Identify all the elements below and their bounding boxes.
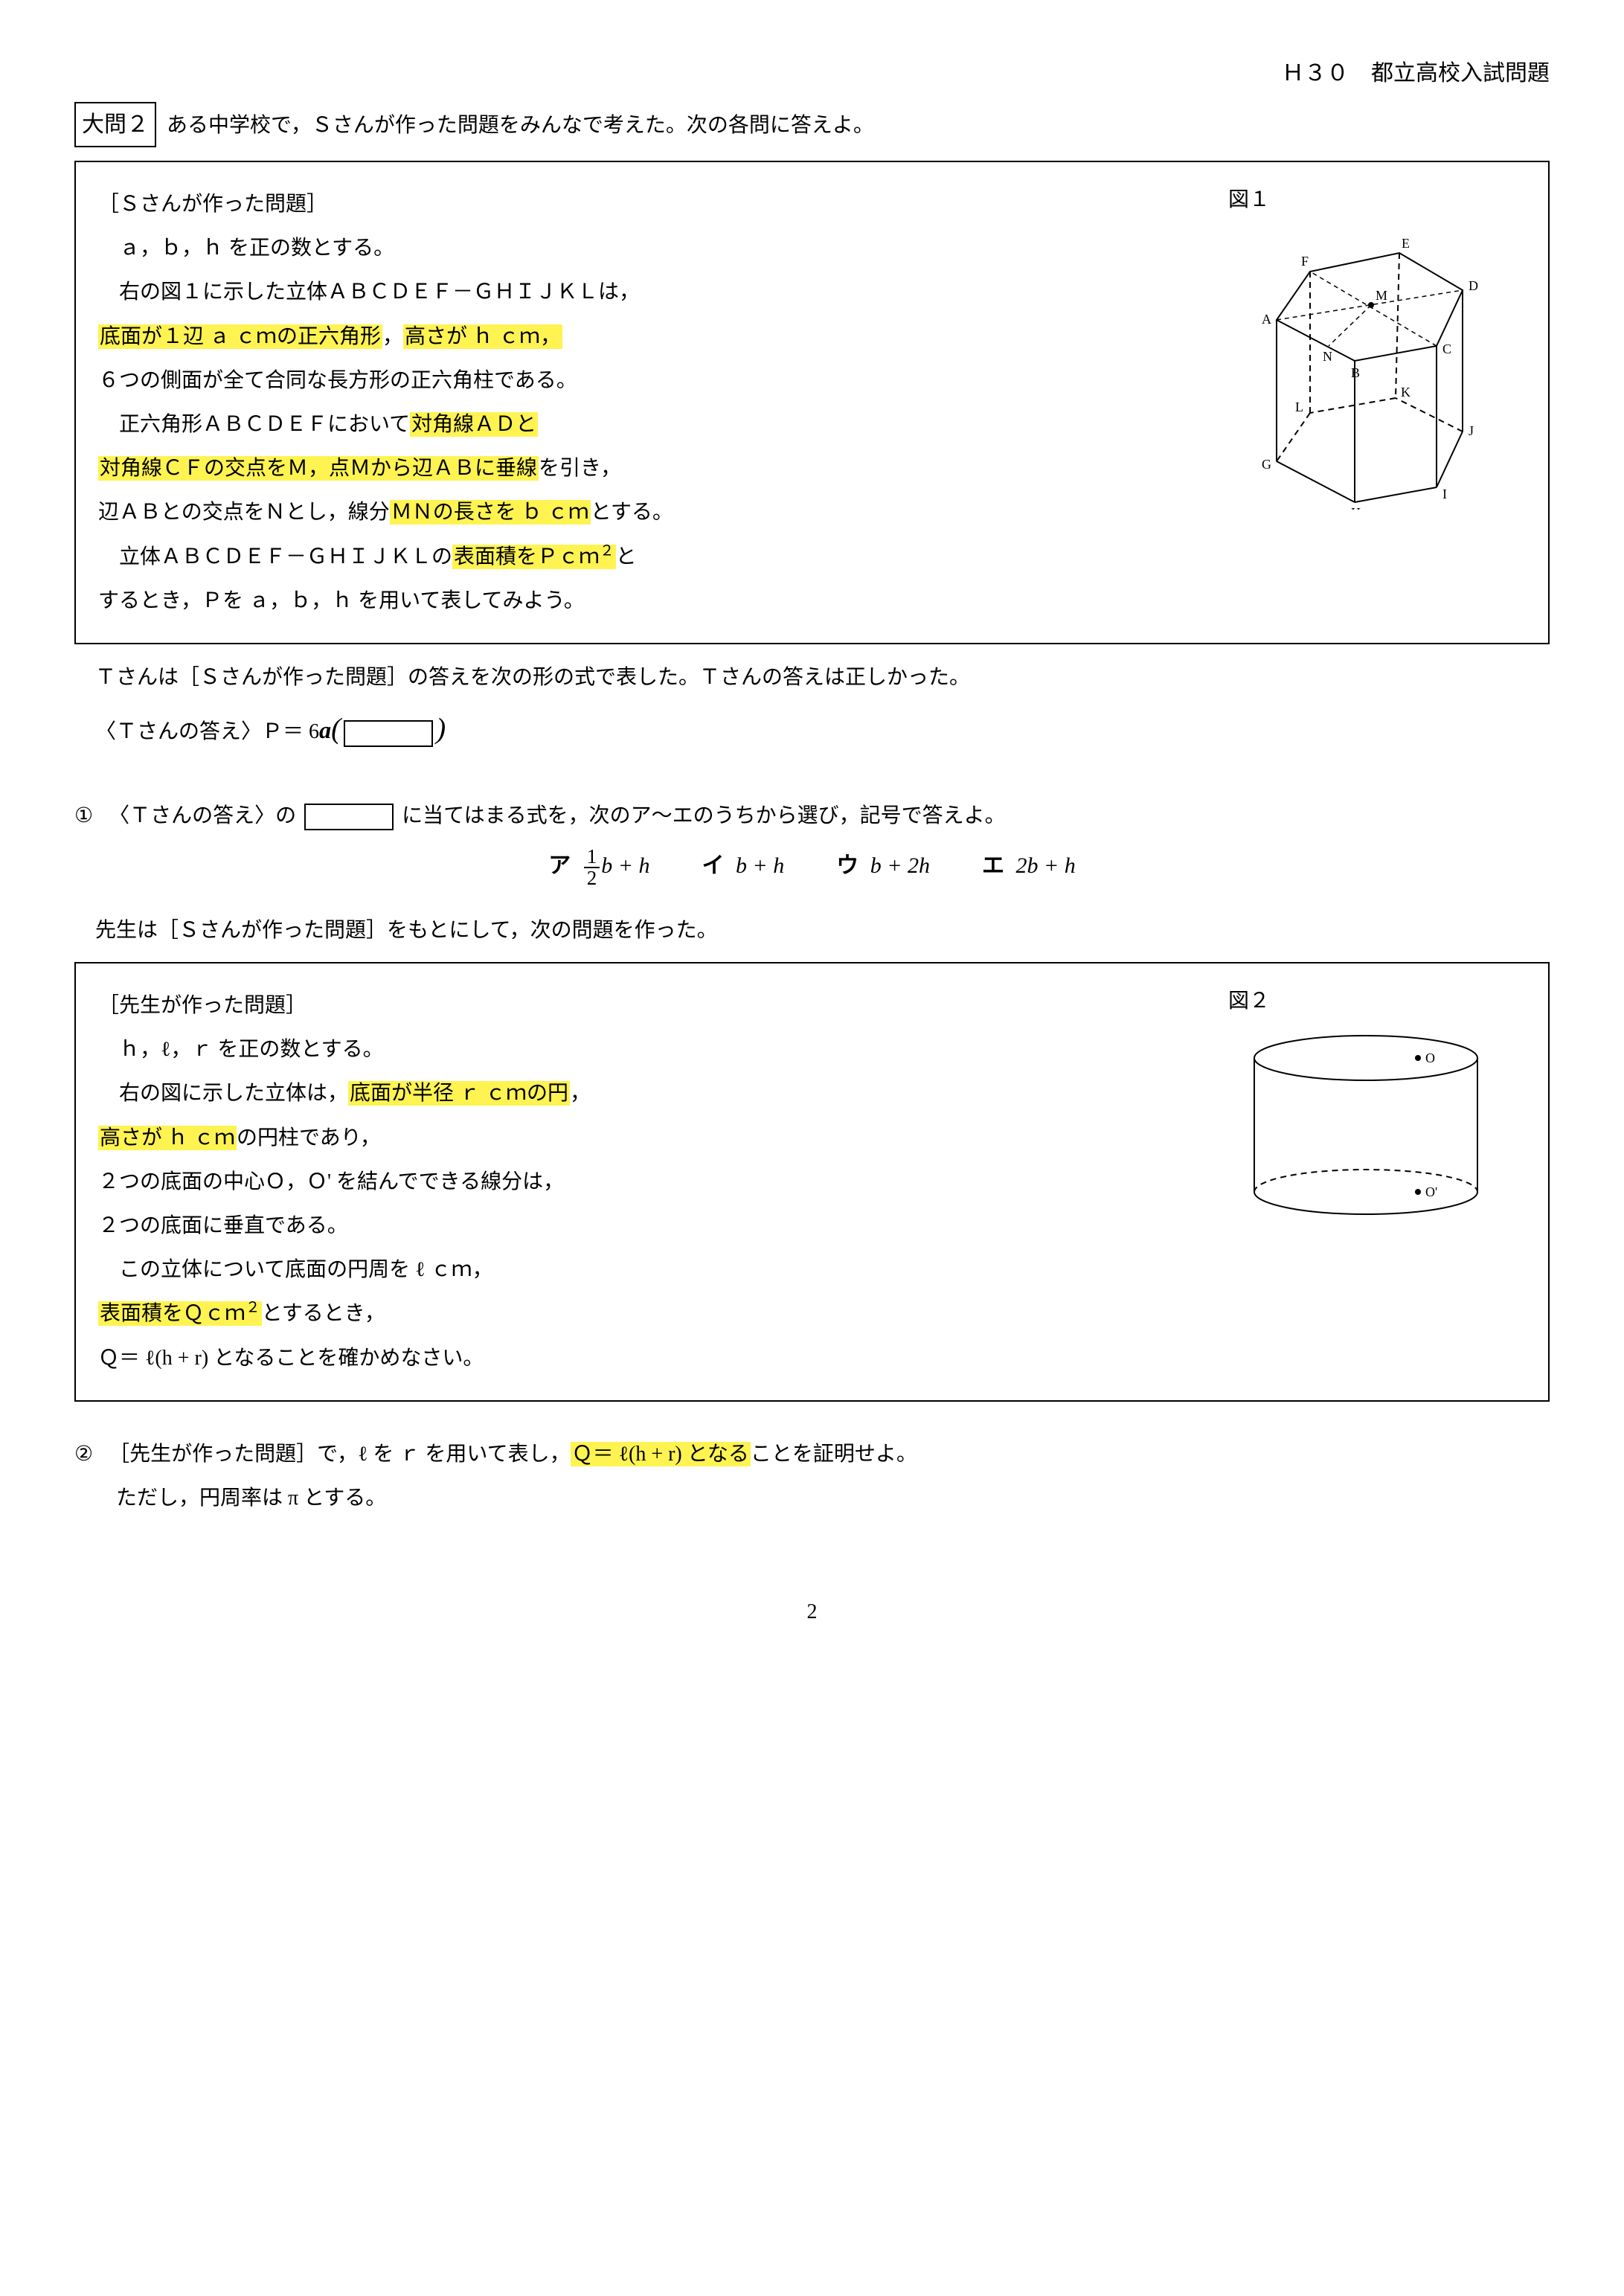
- choice-a-label: ア: [548, 853, 571, 878]
- svg-text:M: M: [1376, 288, 1387, 303]
- fig1-hexprism: A B C D E F G H I J K L M N: [1225, 212, 1507, 510]
- header-source: Ｈ３０ 都立高校入試問題: [74, 52, 1550, 94]
- q2-hl: Ｑ＝ ℓ(h + r) となる: [571, 1442, 751, 1466]
- s-surf-tail: と: [616, 545, 637, 568]
- q2-post: ことを証明せよ。: [751, 1443, 917, 1466]
- choice-a: ア 12b + h: [548, 844, 649, 888]
- choice-b: イ b + h: [702, 844, 785, 888]
- t2-surface-tail: とするとき，: [262, 1302, 385, 1325]
- t2-hl-height: 高さが ｈ ｃｍ: [98, 1126, 237, 1150]
- choices-row: ア 12b + h イ b + h ウ b + 2h エ 2b + h: [74, 844, 1550, 888]
- svg-text:N: N: [1323, 349, 1332, 364]
- paren-open: (: [331, 713, 341, 745]
- svg-text:D: D: [1469, 278, 1478, 293]
- choice-b-label: イ: [702, 853, 725, 878]
- q2-pre: ［先生が作った問題］で，ℓ を ｒ を用いて表し，: [109, 1443, 570, 1466]
- q2-line2: ただし，円周率は π とする。: [74, 1478, 1550, 1518]
- s-sides: ６つの側面が全て合同な長方形の正六角柱である。: [98, 369, 577, 392]
- svg-text:A: A: [1262, 312, 1271, 327]
- t-line2: 〈Ｔさんの答え〉Ｐ＝ 6a(): [74, 702, 1550, 757]
- answer-blank-1[interactable]: [344, 720, 433, 747]
- q2-row: ② ［先生が作った問題］で，ℓ を ｒ を用いて表し，Ｑ＝ ℓ(h + r) と…: [74, 1434, 1550, 1474]
- s-hl-base: 底面が１辺 ａ ｃｍの正六角形: [98, 324, 382, 349]
- t2-cyl-pre: 右の図に示した立体は，: [119, 1082, 348, 1105]
- t2-title: ［先生が作った問題］: [98, 986, 1206, 1025]
- s-surf-pre: 立体ＡＢＣＤＥＦ－ＧＨＩＪＫＬの: [119, 545, 452, 568]
- daimon-label: 大問２: [74, 102, 156, 147]
- svg-text:K: K: [1401, 385, 1410, 400]
- svg-text:C: C: [1442, 341, 1451, 356]
- s-hex: 正六角形ＡＢＣＤＥＦにおいて: [119, 413, 410, 436]
- choice-c-label: ウ: [836, 853, 858, 878]
- svg-text:G: G: [1262, 457, 1271, 472]
- box-teacher-problem: ［先生が作った問題］ ｈ，ℓ，ｒ を正の数とする。 右の図に示した立体は，底面が…: [74, 962, 1550, 1402]
- svg-text:F: F: [1301, 254, 1309, 269]
- fig2-cylinder: O O': [1232, 1013, 1500, 1237]
- s-hl-diagAD: 対角線ＡＤと: [410, 412, 538, 437]
- t2-Q: Ｑ＝ ℓ(h + r) となることを確かめなさい。: [98, 1347, 484, 1370]
- t2-circ: この立体について底面の円周を ℓ ｃｍ，: [98, 1250, 1206, 1289]
- svg-text:L: L: [1295, 400, 1303, 414]
- choice-d: エ 2b + h: [982, 844, 1076, 888]
- s-final: するとき，Ｐを ａ，ｂ，ｈ を用いて表してみよう。: [98, 589, 585, 612]
- s-title: ［Ｓさんが作った問題］: [98, 185, 1206, 224]
- s-abh: ａ，ｂ，ｈ を正の数とする。: [119, 237, 394, 260]
- q1-post: に当てはまる式を，次のア～エのうちから選び，記号で答えよ。: [402, 804, 1005, 827]
- s-diagCF-tail: を引き，: [539, 457, 621, 480]
- answer-blank-2[interactable]: [304, 804, 394, 830]
- s-N-tail: とする。: [591, 501, 673, 524]
- t-line1: Ｔさんは［Ｓさんが作った問題］の答えを次の形の式で表した。Ｔさんの答えは正しかっ…: [74, 658, 1550, 697]
- bold-a-letter: a: [319, 716, 331, 743]
- t2-hlr: ｈ，ℓ，ｒ を正の数とする。: [98, 1030, 1206, 1069]
- s-hl-diagCF: 対角線ＣＦの交点をＭ，点Ｍから辺ＡＢに垂線: [98, 456, 539, 481]
- choice-d-label: エ: [982, 853, 1004, 878]
- t2-perp: ２つの底面に垂直である。: [98, 1206, 1206, 1245]
- svg-text:O': O': [1425, 1184, 1437, 1199]
- q1-pre: 〈Ｔさんの答え〉の: [109, 804, 296, 827]
- t-answer-pre: 〈Ｔさんの答え〉Ｐ＝ 6: [95, 720, 319, 743]
- t2-hl-base: 底面が半径 ｒ ｃｍの円: [348, 1081, 570, 1106]
- svg-text:E: E: [1402, 236, 1410, 251]
- choice-c: ウ b + 2h: [836, 844, 930, 888]
- t2-centers: ２つの底面の中心Ｏ，Ｏ' を結んでできる線分は，: [98, 1162, 1206, 1202]
- svg-text:B: B: [1351, 365, 1360, 380]
- s-prism-intro: 右の図１に示した立体ＡＢＣＤＥＦ－ＧＨＩＪＫＬは，: [119, 280, 640, 304]
- s-hl-height: 高さが ｈ ｃｍ，: [403, 324, 562, 349]
- teacher-intro: 先生は［Ｓさんが作った問題］をもとにして，次の問題を作った。: [74, 911, 1550, 950]
- t2-cyl-tail: ，: [570, 1082, 591, 1105]
- daimon-text: ある中学校で，Ｓさんが作った問題をみんなで考えた。次の各問に答えよ。: [167, 106, 874, 145]
- page-number: 2: [74, 1592, 1550, 1632]
- q1-row: ① 〈Ｔさんの答え〉の に当てはまる式を，次のア～エのうちから選び，記号で答えよ…: [74, 796, 1550, 836]
- s-hl-surface: 表面積をＰｃｍ２: [452, 545, 616, 569]
- t2-hl-surface: 表面積をＱｃｍ２: [98, 1301, 262, 1326]
- t2-height-tail: の円柱であり，: [237, 1126, 381, 1149]
- q2-num: ②: [74, 1434, 93, 1474]
- s-conj: ，: [382, 325, 403, 348]
- svg-text:I: I: [1442, 487, 1447, 501]
- s-hl-MN: ＭＮの長さを ｂ ｃｍ: [390, 500, 591, 525]
- s-N-pre: 辺ＡＢとの交点をＮとし，線分: [98, 501, 390, 524]
- svg-text:J: J: [1469, 423, 1474, 438]
- q1-num: ①: [74, 796, 93, 836]
- svg-text:H: H: [1351, 505, 1361, 510]
- svg-text:O: O: [1425, 1051, 1435, 1065]
- box-s-problem: ［Ｓさんが作った問題］ ａ，ｂ，ｈ を正の数とする。 右の図１に示した立体ＡＢＣ…: [74, 161, 1550, 644]
- paren-close: ): [436, 713, 446, 745]
- daimon-row: 大問２ ある中学校で，Ｓさんが作った問題をみんなで考えた。次の各問に答えよ。: [74, 102, 1550, 147]
